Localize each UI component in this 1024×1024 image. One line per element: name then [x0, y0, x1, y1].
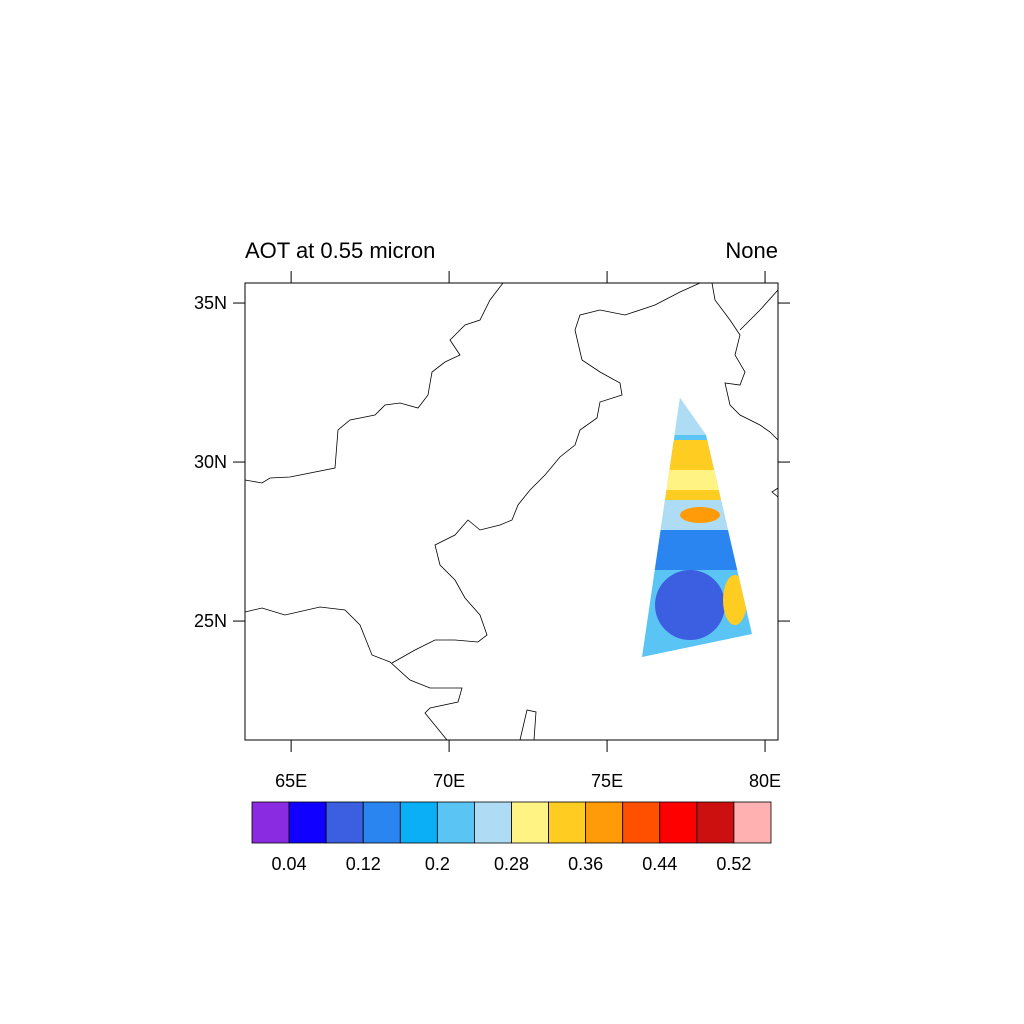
colorbar-label: 0.04: [272, 854, 307, 874]
map-borders: [244, 282, 779, 741]
aot-swath: [642, 398, 752, 657]
x-tick-label: 65E: [275, 771, 307, 791]
colorbar-box: [325, 801, 364, 844]
colorbar-box: [399, 801, 438, 844]
y-tick-label: 30N: [194, 452, 227, 472]
colorbar-label: 0.28: [494, 854, 529, 874]
colorbar-label: 0.52: [716, 854, 751, 874]
colorbar-label: 0.44: [642, 854, 677, 874]
colorbar-label: 0.36: [568, 854, 603, 874]
chart-title: AOT at 0.55 micron: [245, 238, 435, 263]
x-tick-label: 75E: [591, 771, 623, 791]
colorbar-label: 0.2: [425, 854, 450, 874]
right-title: None: [725, 238, 778, 263]
colorbar-box: [622, 801, 661, 844]
x-tick-label: 70E: [433, 771, 465, 791]
x-tick-label: 80E: [749, 771, 781, 791]
map-frame: [244, 282, 779, 741]
y-tick-label: 25N: [194, 611, 227, 631]
colorbar-box: [548, 801, 587, 844]
colorbar-box: [288, 801, 327, 844]
colorbar-box: [362, 801, 401, 844]
colorbar-box: [436, 801, 475, 844]
colorbar-box: [696, 801, 735, 844]
colorbar-label: 0.12: [346, 854, 381, 874]
y-tick-label: 35N: [194, 293, 227, 313]
colorbar-box: [251, 801, 290, 844]
colorbar-box: [585, 801, 624, 844]
colorbar-box: [733, 801, 772, 844]
colorbar-box: [511, 801, 549, 844]
colorbar-box: [474, 801, 512, 844]
colorbar-box: [659, 801, 698, 844]
